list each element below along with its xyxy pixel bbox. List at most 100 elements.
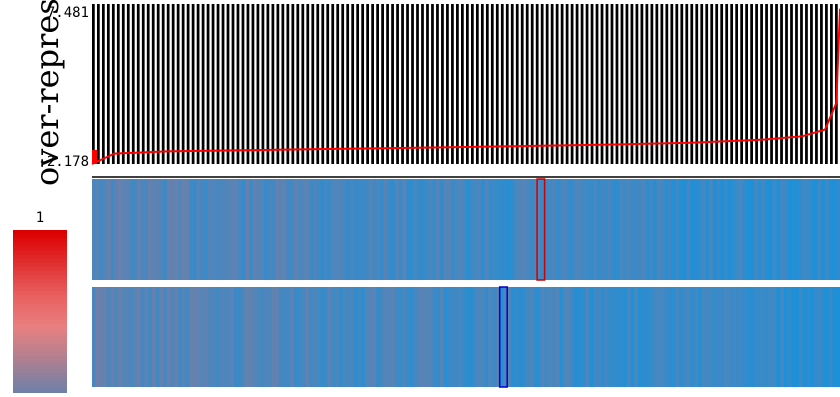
heatmap-cell (480, 179, 486, 280)
heatmap-cell (282, 179, 287, 280)
heatmap-cell (350, 179, 355, 280)
heatmap-cell (757, 179, 762, 280)
heatmap-cell (540, 179, 546, 280)
bar-8 (131, 4, 135, 164)
bar-128 (730, 4, 734, 164)
heatmap-cell (406, 287, 411, 387)
heatmap-cell (600, 179, 605, 280)
heatmap-cell (802, 287, 807, 387)
bar-71 (446, 4, 449, 164)
heatmap-cell (204, 287, 209, 387)
bar-67 (426, 4, 429, 164)
heatmap-cell (406, 179, 411, 280)
heatmap-cell (293, 179, 299, 280)
bar-34 (261, 4, 265, 164)
bar-75 (466, 4, 469, 164)
bar-146 (820, 4, 823, 164)
heatmap-cell (559, 179, 564, 280)
heatmap-cell (136, 287, 142, 387)
bar-120 (690, 4, 694, 164)
heatmap-cell (555, 179, 560, 280)
heatmap-cell (828, 179, 834, 280)
heatmap-cell (682, 179, 688, 280)
heatmap-cell (327, 179, 332, 280)
bar-78 (480, 4, 484, 164)
colorbar-step (13, 242, 67, 247)
heatmap-cell (361, 179, 366, 280)
heatmap-cell (570, 287, 575, 387)
bar-105 (615, 4, 619, 164)
colorbar-step (13, 364, 67, 370)
heatmap-cell (320, 179, 325, 280)
bar-77 (475, 4, 479, 164)
bar-37 (276, 4, 280, 164)
colorbar-step (13, 384, 67, 390)
bar-62 (401, 4, 404, 164)
colorbar-step (13, 291, 67, 296)
bar-92 (550, 4, 554, 164)
heatmap-cell (746, 287, 751, 387)
heatmap-cell (308, 287, 314, 387)
heatmap-cell (480, 287, 486, 387)
heatmap-cell (731, 287, 736, 387)
heatmap-cell (234, 287, 239, 387)
heatmap-cell (335, 179, 340, 280)
heatmap-cell (596, 179, 602, 280)
colorbar-step (13, 360, 67, 365)
heatmap-cell (753, 287, 759, 387)
heatmap-cell (279, 179, 284, 280)
heatmap-cell (630, 179, 635, 280)
heatmap-cell (604, 179, 609, 280)
colorbar-step (13, 356, 67, 361)
bar-134 (760, 4, 763, 164)
heatmap-cell (679, 287, 684, 387)
bar-49 (336, 4, 340, 164)
colorbar-step (13, 340, 67, 345)
bar-122 (700, 4, 704, 164)
heatmap-cell (118, 287, 123, 387)
heatmap-cell (368, 287, 373, 387)
heatmap-cell (649, 287, 654, 387)
heatmap-cell (458, 179, 463, 280)
heatmap-cell (140, 287, 145, 387)
bar-40 (291, 4, 295, 164)
heatmap-cell (342, 287, 347, 387)
heatmap-cell (443, 287, 448, 387)
colorbar-step (13, 282, 67, 288)
heatmap-cell (653, 287, 658, 387)
heatmap-cell (361, 287, 366, 387)
bar-113 (655, 4, 659, 164)
bar-110 (640, 4, 644, 164)
heatmap-cell (387, 287, 392, 387)
heatmap-cell (798, 179, 804, 280)
heatmap-cell (552, 179, 557, 280)
bar-108 (630, 4, 634, 164)
heatmap-cell (424, 287, 430, 387)
heatmap-cell (451, 179, 456, 280)
heatmap-cell (735, 179, 740, 280)
heatmap-cell (379, 179, 385, 280)
heatmap-cell (608, 179, 613, 280)
heatmap-cell (211, 287, 216, 387)
heatmap-cell (731, 179, 736, 280)
heatmap-cell (432, 287, 437, 387)
heatmap-cell (611, 287, 617, 387)
colorbar-step (13, 344, 67, 349)
heatmap-cell (166, 179, 172, 280)
heatmap-cell (810, 287, 815, 387)
bar-21 (196, 4, 200, 164)
heatmap-cell (634, 179, 639, 280)
heatmap-cell (473, 179, 478, 280)
heatmap-cell (148, 287, 153, 387)
bar-112 (650, 4, 654, 164)
bar-93 (555, 4, 559, 164)
heatmap-cell (357, 287, 362, 387)
colorbar-step (13, 376, 67, 382)
heatmap-cell (458, 287, 463, 387)
heatmap-cell (817, 287, 822, 387)
colorbar-step (13, 258, 67, 264)
bar-26 (221, 4, 225, 164)
heatmap-cell (608, 287, 613, 387)
heatmap-cell (548, 287, 553, 387)
heatmap-cell (518, 287, 523, 387)
